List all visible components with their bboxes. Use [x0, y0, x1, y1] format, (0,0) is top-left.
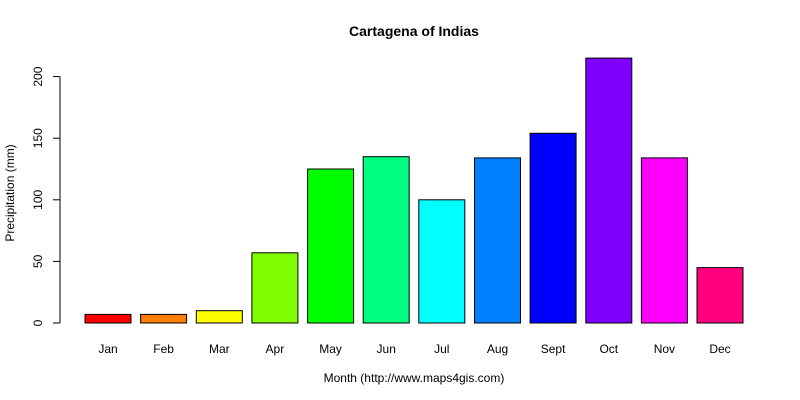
bar-nov [640, 157, 688, 324]
bar-apr [251, 252, 299, 324]
bar-may [307, 168, 355, 324]
x-tick-label-may: May [319, 342, 342, 356]
x-tick-label-jun: Jun [377, 342, 396, 356]
bar-feb [140, 313, 188, 324]
bar-mar [195, 310, 243, 324]
x-tick-label-sept: Sept [541, 342, 566, 356]
y-axis: 0 50 100 150 200 [31, 66, 61, 326]
bar-dec [696, 267, 744, 324]
x-tick-label-nov: Nov [654, 342, 675, 356]
bars-group [84, 57, 744, 324]
y-tick-label-150: 150 [31, 128, 45, 148]
chart-title: Cartagena of Indias [349, 23, 479, 39]
y-tick-label-100: 100 [31, 189, 45, 209]
x-tick-label-oct: Oct [599, 342, 618, 356]
x-axis-label: Month (http://www.maps4gis.com) [324, 371, 505, 385]
x-tick-label-jan: Jan [98, 342, 117, 356]
y-tick-label-0: 0 [31, 319, 45, 326]
bar-aug [474, 157, 521, 324]
y-tick-label-200: 200 [31, 66, 45, 86]
bar-jan [84, 313, 132, 324]
bar-oct [585, 57, 633, 324]
x-tick-label-jul: Jul [434, 342, 449, 356]
x-tick-label-feb: Feb [153, 342, 174, 356]
x-tick-label-dec: Dec [709, 342, 730, 356]
y-axis-label: Precipitation (mm) [3, 144, 17, 241]
x-tick-label-aug: Aug [487, 342, 508, 356]
x-axis-ticks: Jan Feb Mar Apr May Jun Jul Aug Sept Oct Nov Dec [98, 342, 730, 356]
y-tick-label-50: 50 [31, 254, 45, 268]
bar-jun [362, 156, 410, 324]
bar-sept [529, 132, 577, 324]
bar-jul [418, 199, 466, 324]
x-tick-label-apr: Apr [266, 342, 285, 356]
x-tick-label-mar: Mar [209, 342, 230, 356]
